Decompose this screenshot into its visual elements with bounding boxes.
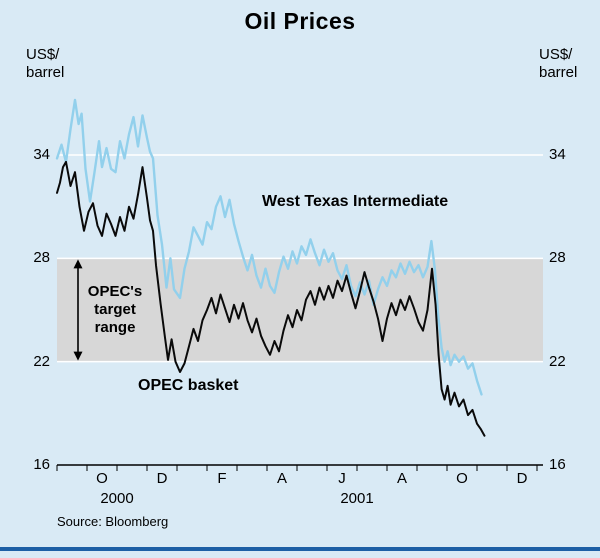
opec-target-range-band — [57, 258, 543, 362]
x-tick-label-F-5.5: F — [217, 470, 227, 487]
wti-line — [55, 98, 483, 396]
y-axis-unit-right-line1: US$/ — [539, 46, 573, 63]
target-range-label: OPEC's target range — [82, 283, 148, 337]
target-range-arrow-head-down — [73, 351, 83, 361]
series-label-west-texas-intermediate: West Texas Intermediate — [262, 193, 449, 210]
target-range-label-line1: OPEC's — [87, 283, 143, 300]
target-range-label-line2: target — [94, 301, 136, 318]
y-tick-label-right-34: 34 — [549, 146, 566, 163]
x-tick-label-J-9.5: J — [338, 470, 346, 487]
x-tick-label-O-1.5: O — [96, 470, 108, 487]
year-label-2001: 2001 — [340, 490, 374, 507]
y-tick-label-left-16: 16 — [33, 456, 50, 473]
y-axis-unit-left: US$/ barrel — [26, 46, 64, 82]
x-tick-label-O-13.5: O — [456, 470, 468, 487]
year-label-2000: 2000 — [100, 490, 134, 507]
x-tick-label-D-15.5: D — [516, 470, 528, 487]
x-tick-label-A-7.5: A — [276, 470, 287, 487]
y-axis-unit-left-line2: barrel — [26, 64, 65, 81]
y-tick-label-left-28: 28 — [33, 249, 50, 267]
opec-basket-line — [56, 160, 486, 437]
x-tick-label-A-11.5: A — [396, 470, 407, 487]
y-tick-label-right-28: 28 — [549, 249, 566, 267]
bottom-accent-bar — [0, 547, 600, 551]
y-tick-label-left-22: 22 — [33, 352, 50, 370]
x-tick-label-D-3.5: D — [156, 470, 168, 487]
chart-title: Oil Prices — [244, 8, 356, 34]
y-tick-label-left-34: 34 — [33, 146, 50, 163]
source-note: Source: Bloomberg — [57, 514, 169, 529]
y-axis-unit-left-line1: US$/ — [26, 46, 60, 63]
target-range-label-line3: range — [94, 319, 136, 336]
y-tick-label-right-16: 16 — [549, 456, 566, 473]
series-label-opec-basket: OPEC basket — [138, 377, 239, 394]
y-axis-unit-right-line2: barrel — [539, 64, 578, 81]
y-tick-label-right-22: 22 — [549, 352, 566, 370]
y-axis-unit-right: US$/ barrel — [539, 46, 577, 82]
target-range-arrow-head-up — [73, 259, 83, 269]
